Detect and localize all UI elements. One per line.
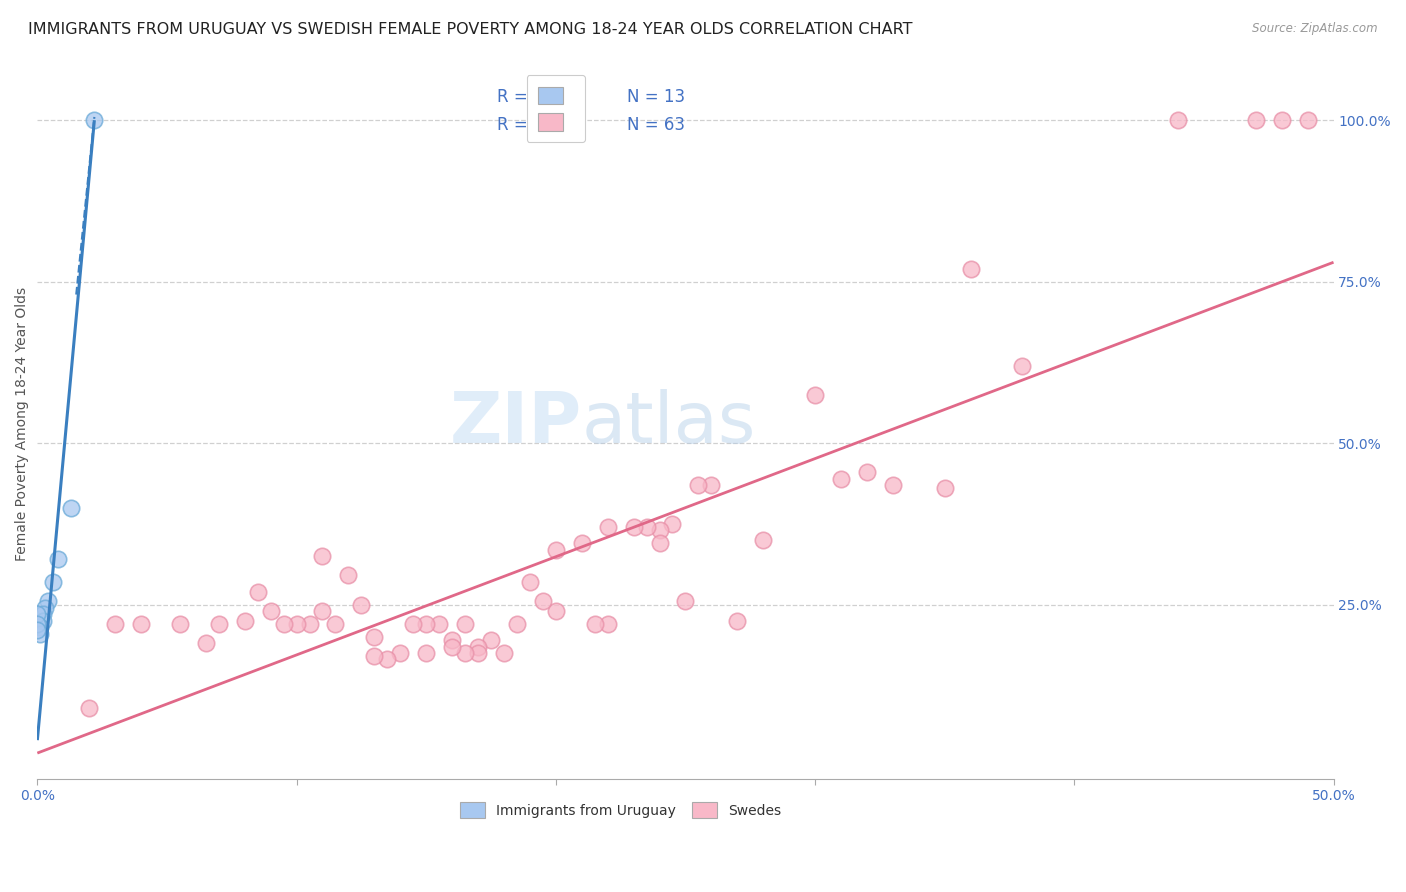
Point	[37, 594, 59, 608]
Text: N = 63: N = 63	[627, 116, 685, 135]
Text: R = 0.935: R = 0.935	[498, 88, 581, 106]
Point	[673, 594, 696, 608]
Point	[28, 620, 51, 634]
Point	[311, 549, 333, 563]
Point	[337, 568, 360, 582]
Point	[27, 624, 49, 638]
Point	[441, 640, 464, 654]
Point	[544, 542, 567, 557]
Point	[31, 607, 53, 622]
Point	[1011, 359, 1033, 373]
Point	[688, 478, 710, 492]
Text: Source: ZipAtlas.com: Source: ZipAtlas.com	[1253, 22, 1378, 36]
Point	[375, 652, 398, 666]
Point	[298, 616, 321, 631]
Point	[415, 646, 437, 660]
Point	[934, 481, 956, 495]
Point	[725, 614, 748, 628]
Point	[700, 478, 723, 492]
Point	[1296, 113, 1319, 128]
Point	[169, 616, 191, 631]
Point	[350, 598, 373, 612]
Point	[596, 520, 619, 534]
Point	[636, 520, 658, 534]
Point	[492, 646, 515, 660]
Point	[233, 614, 256, 628]
Point	[467, 640, 489, 654]
Point	[648, 536, 671, 550]
Point	[34, 600, 56, 615]
Point	[959, 261, 981, 276]
Point	[583, 616, 606, 631]
Point	[273, 616, 295, 631]
Point	[208, 616, 231, 631]
Point	[623, 520, 645, 534]
Point	[571, 536, 593, 550]
Point	[194, 636, 217, 650]
Point	[454, 616, 477, 631]
Point	[856, 465, 879, 479]
Point	[129, 616, 152, 631]
Legend: Immigrants from Uruguay, Swedes: Immigrants from Uruguay, Swedes	[453, 796, 789, 825]
Point	[441, 633, 464, 648]
Point	[531, 594, 554, 608]
Text: IMMIGRANTS FROM URUGUAY VS SWEDISH FEMALE POVERTY AMONG 18-24 YEAR OLDS CORRELAT: IMMIGRANTS FROM URUGUAY VS SWEDISH FEMAL…	[28, 22, 912, 37]
Point	[661, 516, 683, 531]
Point	[259, 604, 281, 618]
Point	[804, 387, 827, 401]
Point	[77, 701, 100, 715]
Point	[27, 607, 49, 622]
Point	[83, 113, 105, 128]
Point	[325, 616, 347, 631]
Point	[389, 646, 412, 660]
Point	[415, 616, 437, 631]
Point	[402, 616, 425, 631]
Text: atlas: atlas	[582, 389, 756, 458]
Point	[311, 604, 333, 618]
Point	[104, 616, 127, 631]
Point	[1244, 113, 1267, 128]
Point	[752, 533, 775, 547]
Point	[363, 649, 385, 664]
Text: R = 0.676: R = 0.676	[498, 116, 581, 135]
Point	[467, 646, 489, 660]
Point	[31, 614, 53, 628]
Point	[454, 646, 477, 660]
Point	[28, 626, 51, 640]
Point	[246, 584, 269, 599]
Point	[427, 616, 450, 631]
Point	[519, 574, 541, 589]
Point	[1271, 113, 1294, 128]
Point	[830, 472, 852, 486]
Y-axis label: Female Poverty Among 18-24 Year Olds: Female Poverty Among 18-24 Year Olds	[15, 286, 30, 561]
Point	[27, 616, 49, 631]
Point	[648, 523, 671, 537]
Point	[506, 616, 529, 631]
Text: N = 13: N = 13	[627, 88, 685, 106]
Point	[544, 604, 567, 618]
Point	[596, 616, 619, 631]
Point	[479, 633, 502, 648]
Point	[60, 500, 83, 515]
Point	[285, 616, 308, 631]
Point	[1167, 113, 1189, 128]
Text: ZIP: ZIP	[450, 389, 582, 458]
Point	[46, 552, 69, 566]
Point	[363, 630, 385, 644]
Point	[882, 478, 904, 492]
Point	[42, 574, 65, 589]
